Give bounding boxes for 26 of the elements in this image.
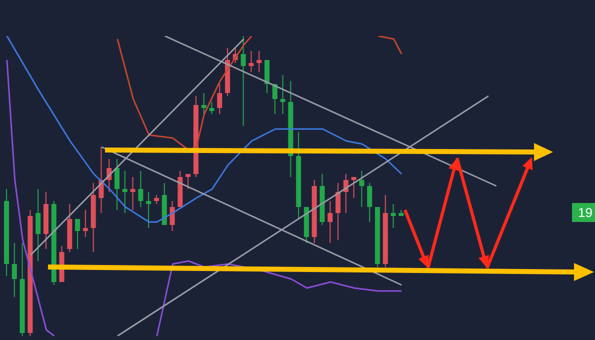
candlestick: [201, 92, 206, 114]
candlestick: [351, 176, 356, 198]
candlestick: [217, 84, 222, 114]
candlestick: [186, 174, 191, 190]
candlestick: [82, 210, 88, 238]
candlestick: [336, 182, 341, 240]
candlestick: [114, 158, 120, 210]
candlestick: [248, 50, 254, 72]
candlestick: [138, 170, 144, 208]
candlestick: [36, 188, 41, 262]
candlestick: [280, 74, 286, 114]
candlestick: [170, 200, 175, 232]
annotation: 19: [572, 203, 595, 222]
candlestick: [130, 176, 136, 210]
candlestick: [75, 218, 80, 250]
candlestick: [264, 60, 270, 94]
candlestick: [367, 182, 372, 222]
candlestick: [146, 192, 152, 228]
candlestick: [328, 200, 333, 244]
candlestick: [240, 36, 246, 126]
candlestick: [390, 204, 396, 228]
candlestick: [12, 242, 17, 298]
candlestick: [359, 170, 364, 208]
candlestick: [122, 170, 128, 214]
candlestick: [256, 50, 262, 72]
candlestick: [209, 102, 214, 114]
